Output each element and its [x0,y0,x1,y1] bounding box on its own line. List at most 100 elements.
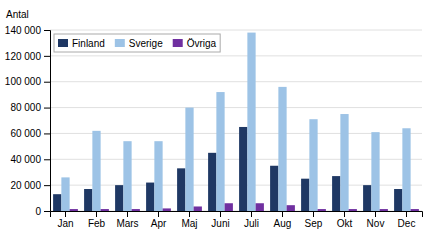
tick-mark [44,30,50,31]
tick-label: Dec [398,218,416,229]
bar [216,92,224,211]
tick-mark [44,108,50,109]
y-axis: 0 20 000 40 000 60 000 80 000 100 000 120 000 1… [5,25,51,217]
tick-mark [251,211,252,217]
tick-mark [44,82,50,83]
bar [256,203,264,211]
tick-label: 0 [35,206,41,217]
tick-mark [44,185,50,186]
bar [154,141,162,211]
bar [270,166,278,211]
x-tick: Sep [305,211,323,229]
bar [301,179,309,211]
tick-mark [344,211,345,217]
bar [318,209,326,211]
bar [394,189,402,211]
x-tick: Mars [116,211,138,229]
bar [61,177,69,211]
tick-mark [375,211,376,217]
bar [194,206,202,211]
bars [53,33,419,211]
tick-label: 20 000 [10,180,41,191]
x-tick: Juli [244,211,259,229]
bar [163,208,171,211]
tick-label: Jan [57,218,73,229]
tick-label: Maj [181,218,197,229]
legend-swatch [173,39,183,47]
bar [101,209,109,211]
bar-series [70,203,419,211]
tick-mark [44,211,50,212]
y-axis-label: Antal [6,9,29,20]
x-tick: Nov [367,211,385,229]
bar [349,209,357,211]
x-tick: Dec [398,211,416,229]
bar [278,87,286,211]
legend: Finland Sverige Övriga [54,34,220,52]
bar [92,131,100,211]
tick-label: 140 000 [5,25,42,36]
legend-item: Övriga [173,38,217,49]
chart: 0 20 000 40 000 60 000 80 000 100 000 120 000 1… [0,0,432,233]
bar-series [53,127,402,211]
bar [247,33,255,211]
bar [363,185,371,211]
tick-mark [44,56,50,57]
y-tick: 120 000 [5,51,50,62]
axis-line [51,212,423,218]
tick-mark [220,211,221,217]
legend-item: Sverige [115,38,163,49]
bar [53,194,61,211]
bar [115,185,123,211]
tick-label: 80 000 [10,102,41,113]
bar [177,168,185,211]
bar [332,176,340,211]
tick-mark [44,133,50,134]
tick-mark [65,211,66,217]
x-tick: Okt [337,211,353,229]
tick-label: Okt [337,218,353,229]
y-tick: 0 [35,206,50,217]
legend-label: Finland [72,38,105,49]
tick-label: Aug [274,218,292,229]
tick-label: Juni [211,218,229,229]
grid-line [50,30,422,31]
tick-label: Mars [116,218,138,229]
x-axis: Jan Feb Mars Apr Maj Juni Juli Aug Sep Okt Nov Dec [51,211,423,229]
y-tick: 60 000 [10,128,50,139]
grid-line [50,159,422,160]
tick-label: Juli [244,218,259,229]
bar [225,203,233,211]
tick-mark [189,211,190,217]
bar [123,141,131,211]
legend-item: Finland [58,38,105,49]
legend-swatch [115,39,125,47]
chart-container: 0 20 000 40 000 60 000 80 000 100 000 120 000 1… [0,0,432,233]
grid-line [50,55,422,56]
bar [309,119,317,211]
tick-mark [158,211,159,217]
y-tick: 100 000 [5,76,50,87]
bar [287,205,295,211]
bar [340,114,348,211]
tick-label: 40 000 [10,154,41,165]
plot-area: 0 20 000 40 000 60 000 80 000 100 000 120 000 1… [5,25,423,229]
tick-mark [313,211,314,217]
x-tick: Feb [88,211,106,229]
grid-line [50,81,422,82]
bar [84,189,92,211]
legend-swatch [58,39,68,47]
tick-label: Sep [305,218,323,229]
axis-line [44,31,51,212]
bar [70,209,78,211]
tick-mark [282,211,283,217]
x-tick: Apr [151,211,167,229]
bar [411,209,419,211]
x-tick: Aug [274,211,292,229]
tick-label: Feb [88,218,106,229]
tick-mark [406,211,407,217]
legend-frame [54,34,220,52]
legend-label: Övriga [187,38,217,49]
y-tick: 40 000 [10,154,50,165]
x-tick: Juni [211,211,229,229]
